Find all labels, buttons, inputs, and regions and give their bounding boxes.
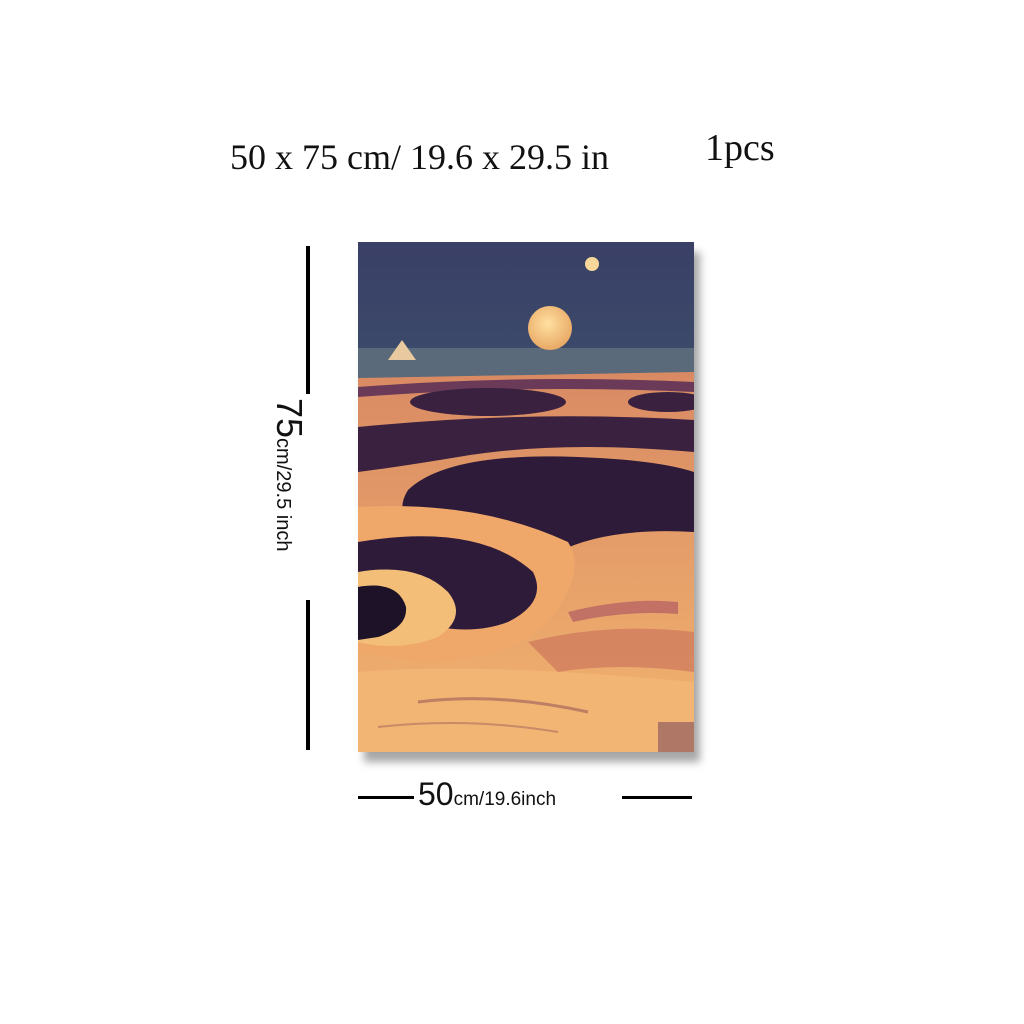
height-dimension-line-bottom bbox=[306, 600, 310, 750]
height-dimension-label: 75cm/29.5 inch bbox=[268, 398, 310, 551]
width-dimension-label: 50cm/19.6inch bbox=[418, 776, 556, 813]
width-value: 50 bbox=[418, 776, 454, 812]
canvas-print bbox=[358, 242, 694, 752]
product-size-heading: 50 x 75 cm/ 19.6 x 29.5 in 1pcs bbox=[0, 126, 1024, 186]
height-unit: cm/29.5 inch bbox=[272, 438, 294, 552]
height-dimension-line-top bbox=[306, 246, 310, 394]
width-dimension-line-left bbox=[358, 796, 414, 799]
size-text: 50 x 75 cm/ 19.6 x 29.5 in bbox=[230, 137, 609, 177]
quantity-text: 1pcs bbox=[705, 127, 775, 169]
width-unit: cm/19.6inch bbox=[453, 789, 557, 810]
artwork-image bbox=[358, 242, 694, 752]
height-value: 75 bbox=[269, 398, 310, 439]
width-dimension-line-right bbox=[622, 796, 692, 799]
